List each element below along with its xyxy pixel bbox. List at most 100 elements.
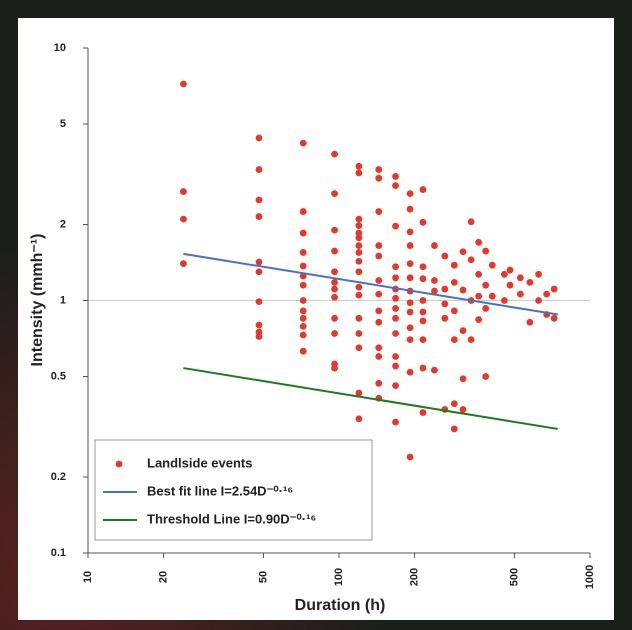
data-point	[392, 263, 399, 271]
data-point	[375, 208, 383, 215]
data-point	[475, 270, 483, 278]
data-point	[475, 292, 483, 300]
data-point	[331, 268, 338, 276]
y-tick-label: 1	[60, 294, 66, 306]
data-point	[467, 336, 475, 344]
legend-marker	[115, 460, 123, 468]
fit-line	[183, 367, 558, 430]
data-point	[419, 297, 427, 304]
data-point	[450, 261, 458, 269]
data-point	[459, 327, 467, 334]
data-point	[475, 316, 483, 324]
data-point	[459, 375, 467, 383]
data-point	[406, 336, 414, 344]
data-point	[488, 261, 496, 269]
legend-label: Threshold Line I=0.90D⁻⁰·¹⁶	[147, 511, 316, 526]
y-tick-label: 0.5	[51, 370, 66, 382]
data-point	[355, 291, 363, 299]
data-point	[392, 305, 399, 312]
data-point	[419, 275, 427, 283]
data-point	[406, 242, 414, 249]
data-point	[299, 249, 307, 256]
data-point	[375, 307, 383, 315]
data-point	[406, 205, 414, 213]
data-point	[501, 270, 508, 278]
data-point	[355, 249, 363, 256]
data-point	[255, 333, 263, 340]
data-point	[355, 268, 363, 276]
data-point	[406, 308, 414, 316]
y-tick-label: 2	[60, 218, 66, 230]
data-point	[375, 344, 383, 352]
data-point	[392, 294, 399, 302]
data-point	[299, 347, 307, 355]
data-point	[180, 80, 187, 88]
data-point	[467, 218, 475, 226]
data-point	[431, 277, 438, 284]
x-tick-label: 500	[508, 568, 520, 586]
data-point	[355, 169, 363, 177]
fit-line	[183, 252, 558, 316]
data-point	[355, 314, 363, 322]
data-point	[255, 196, 263, 204]
data-point	[419, 308, 427, 316]
data-point	[459, 248, 467, 256]
data-point	[355, 215, 363, 223]
data-point	[419, 336, 427, 344]
y-tick-label: 0.1	[51, 547, 66, 559]
data-point	[255, 134, 263, 142]
data-point	[375, 277, 383, 284]
data-point	[331, 150, 338, 158]
x-tick-label: 200	[408, 568, 420, 586]
data-point	[355, 344, 363, 352]
data-point	[355, 257, 363, 265]
data-point	[375, 290, 383, 298]
data-point	[406, 299, 414, 307]
data-point	[535, 270, 542, 278]
data-point	[501, 297, 508, 304]
data-point	[392, 222, 399, 230]
data-point	[506, 266, 514, 274]
x-tick-label: 1000	[584, 565, 596, 589]
data-point	[459, 286, 467, 294]
data-point	[419, 186, 427, 193]
data-point	[375, 379, 383, 387]
data-point	[299, 307, 307, 315]
data-point	[516, 290, 524, 298]
data-point	[355, 229, 363, 237]
data-point	[331, 364, 338, 372]
data-point	[355, 222, 363, 229]
data-point	[459, 406, 467, 413]
data-point	[180, 260, 187, 268]
data-point	[431, 366, 438, 374]
x-axis-label: Duration (h)	[295, 597, 386, 614]
x-tick-label: 100	[333, 568, 345, 586]
data-point	[255, 166, 263, 173]
data-point	[550, 285, 558, 293]
data-point	[375, 166, 383, 173]
data-point	[355, 330, 363, 337]
data-point	[419, 263, 427, 271]
data-point	[331, 285, 338, 293]
data-point	[299, 297, 307, 304]
data-point	[419, 364, 427, 372]
data-point	[375, 353, 383, 360]
data-point	[441, 285, 449, 293]
data-point	[255, 268, 263, 276]
x-tick-label: 10	[82, 571, 94, 583]
data-point	[392, 382, 399, 390]
data-point	[406, 324, 414, 332]
data-point	[331, 330, 338, 337]
legend-label: Best fit line I=2.54D⁻⁰·¹⁶	[147, 483, 293, 498]
data-point	[506, 281, 514, 289]
data-point	[299, 229, 307, 237]
data-point	[526, 278, 534, 286]
data-point	[482, 373, 490, 380]
data-point	[392, 314, 399, 322]
data-point	[450, 400, 458, 408]
data-point	[180, 188, 187, 195]
data-point	[375, 174, 383, 182]
y-tick-label: 0.2	[51, 471, 66, 483]
data-point	[255, 258, 263, 266]
